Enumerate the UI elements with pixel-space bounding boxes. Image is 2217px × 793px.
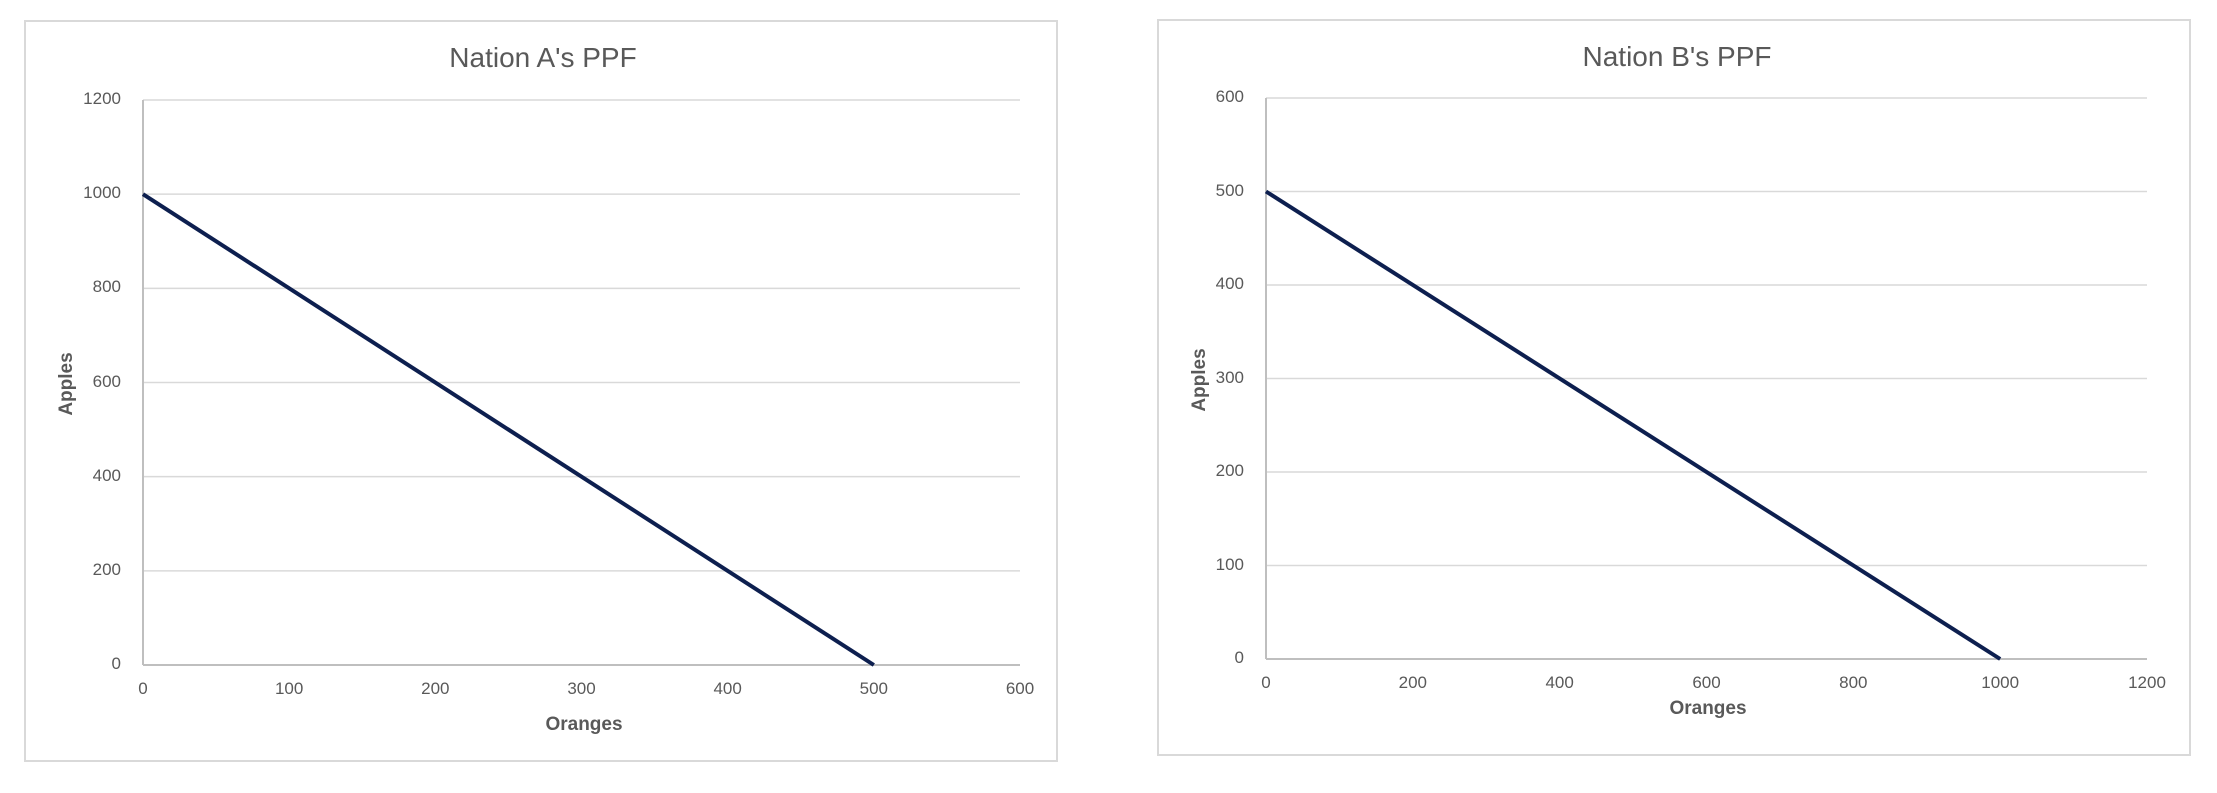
x-tick-label: 800 [1839, 673, 1868, 692]
y-axis-title: Apples [56, 352, 77, 416]
x-tick-label: 600 [1005, 679, 1035, 698]
x-tick-label: 500 [859, 679, 889, 698]
plot-area [141, 99, 1020, 667]
x-axis-title: Oranges [545, 714, 623, 735]
x-tick-label: 0 [1261, 673, 1271, 692]
ppf-line [141, 192, 875, 667]
chart-title: Nation B's PPF [1582, 41, 1772, 72]
y-tick-label: 400 [92, 465, 121, 485]
y-tick-label: 200 [1215, 461, 1244, 480]
chart-nation-b: Nation B's PPF Apples Oranges 0 100 200 300… [1157, 19, 2191, 756]
y-tick-label: 500 [1215, 180, 1244, 200]
y-tick-label: 200 [92, 559, 121, 579]
y-tick-label: 100 [1215, 554, 1244, 574]
y-tick-label: 600 [92, 371, 121, 391]
y-tick-label: 1200 [83, 89, 121, 108]
y-tick-label: 400 [1215, 274, 1244, 293]
y-tick-label: 1000 [83, 183, 121, 203]
x-tick-label: 200 [1398, 673, 1428, 692]
x-tick-label: 600 [1692, 673, 1721, 692]
y-tick-label: 600 [1215, 87, 1244, 106]
y-tick-label: 800 [92, 277, 121, 297]
x-axis-title: Oranges [1669, 698, 1747, 719]
y-tick-label: 0 [1234, 648, 1244, 667]
x-tick-label: 200 [421, 679, 450, 698]
y-axis-title: Apples [1189, 348, 1210, 412]
x-tick-label: 1000 [1981, 673, 2020, 692]
x-tick-label: 1200 [2128, 673, 2166, 692]
chart-title: Nation A's PPF [449, 42, 637, 73]
x-tick-label: 0 [138, 679, 148, 698]
y-tick-label: 300 [1215, 367, 1244, 387]
plot-area [1264, 97, 2147, 661]
x-tick-label: 300 [567, 679, 596, 698]
x-tick-label: 100 [274, 679, 304, 698]
chart-nation-a: Nation A's PPF Apples Oranges 0 200 400 600… [24, 20, 1058, 762]
x-tick-label: 400 [713, 679, 742, 698]
y-tick-label: 0 [111, 654, 121, 673]
ppf-line [1264, 189, 2002, 661]
x-tick-label: 400 [1545, 673, 1574, 692]
